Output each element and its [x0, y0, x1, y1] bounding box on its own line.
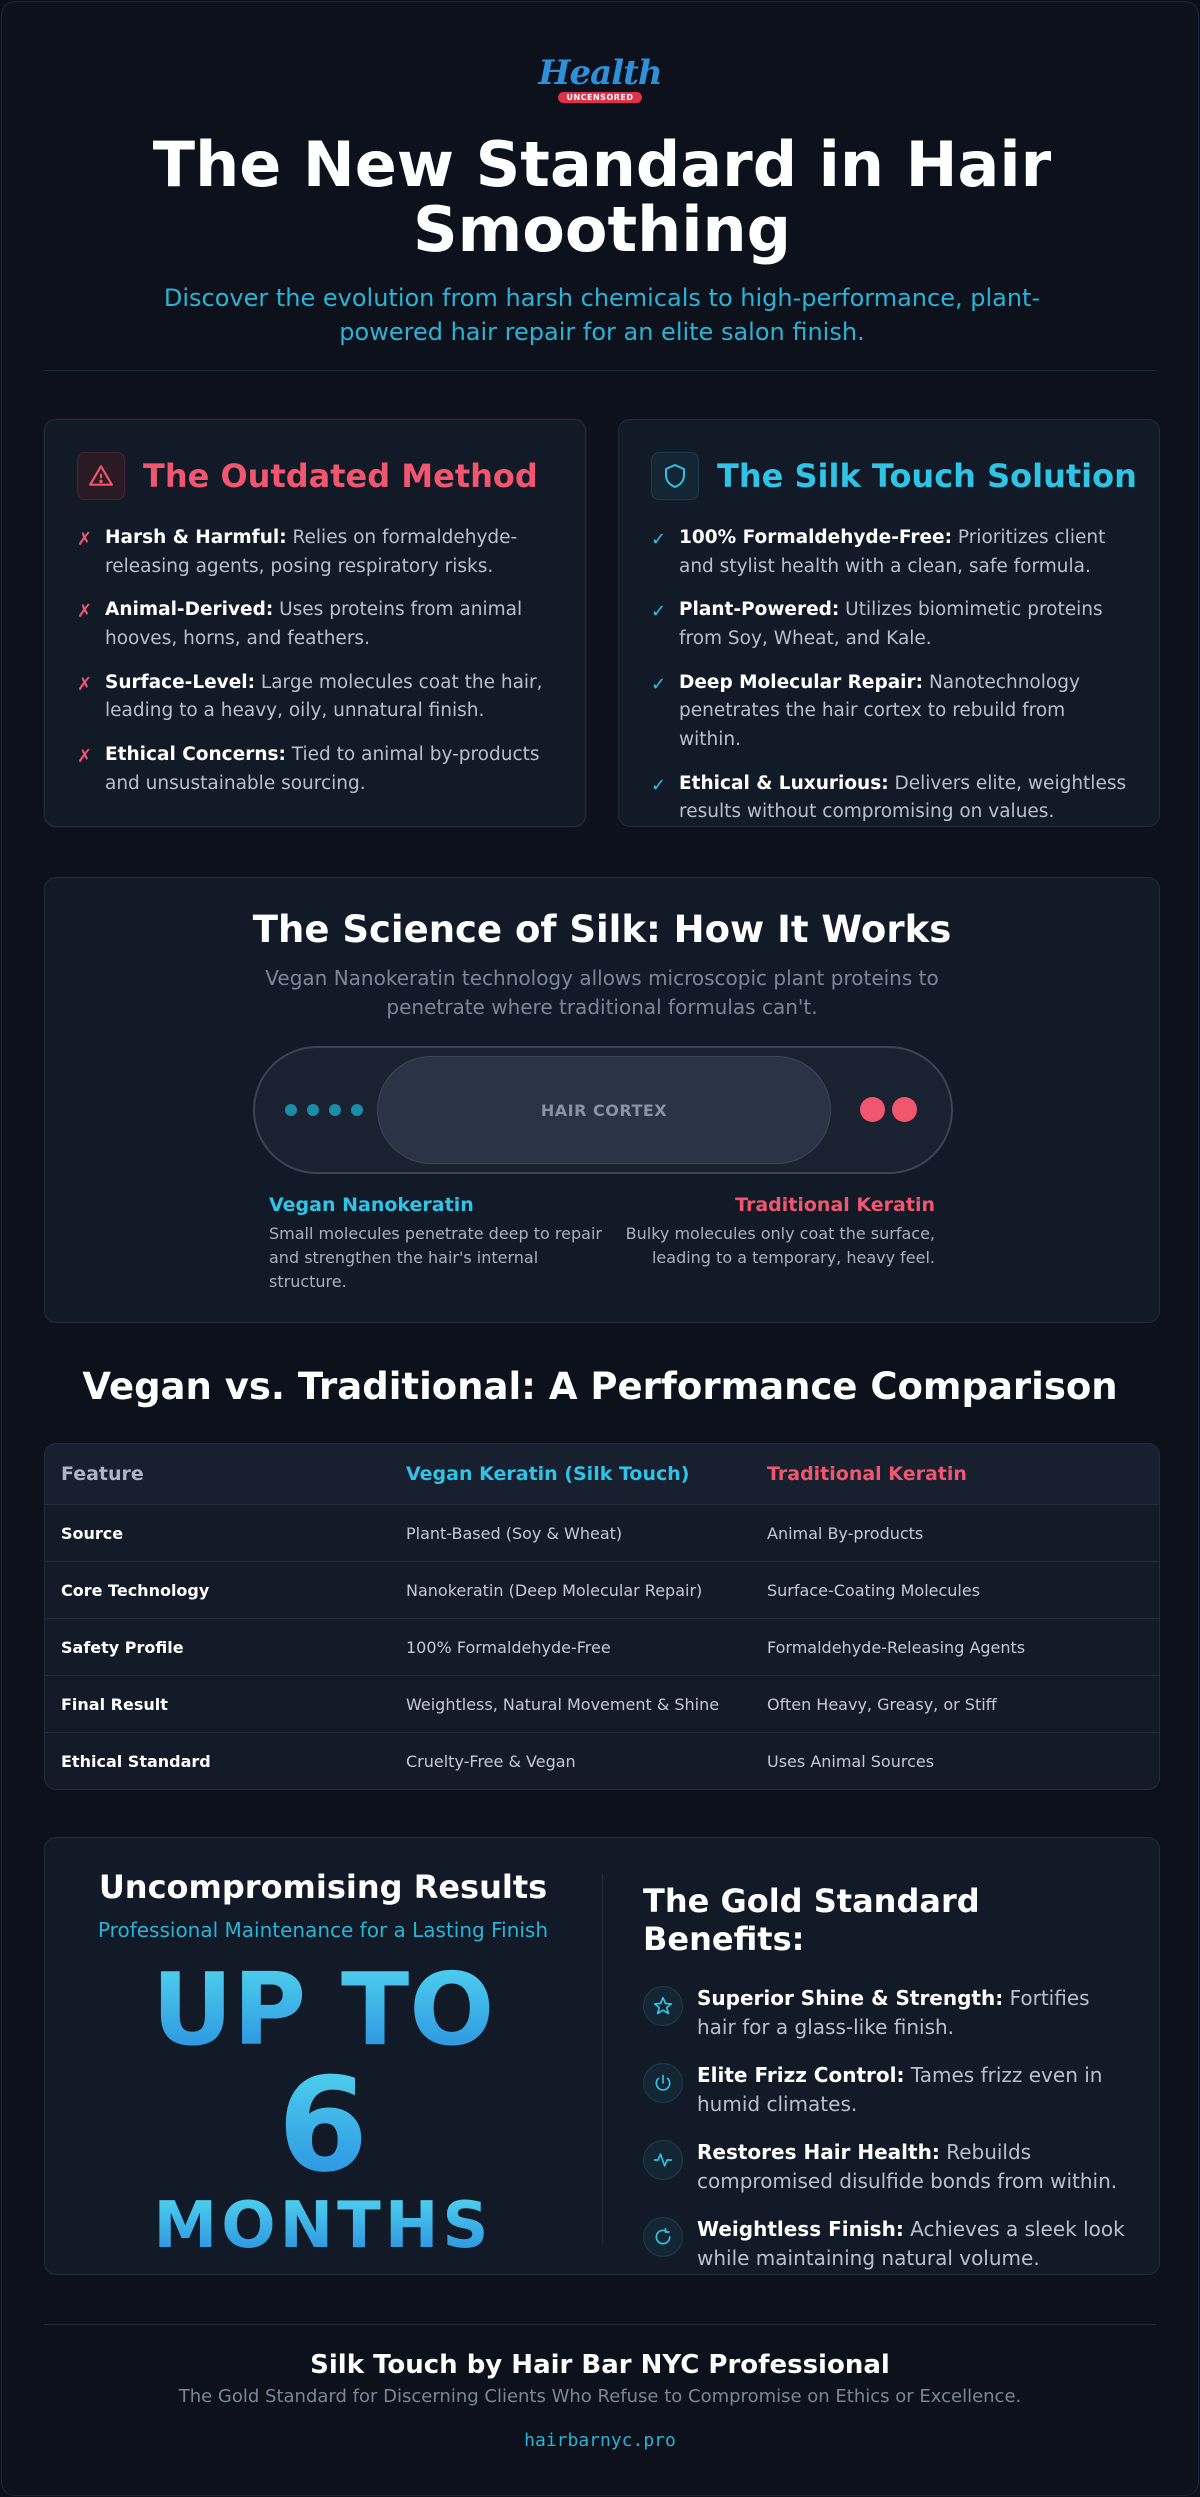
table-cell: 100% Formaldehyde-Free	[406, 1637, 611, 1657]
page-subtitle: Discover the evolution from harsh chemic…	[163, 284, 1041, 346]
website-link[interactable]: hairbarnyc.pro	[524, 2430, 676, 2451]
logo-word: Health	[538, 53, 662, 93]
comparison-title: Vegan vs. Traditional: A Performance Com…	[82, 1365, 1118, 1408]
cross-icon: ✗	[77, 601, 93, 623]
check-icon: ✓	[651, 529, 667, 550]
table-cell: Core Technology	[61, 1580, 210, 1600]
table-row: Safety Profile 100% Formaldehyde-Free Fo…	[45, 1618, 1159, 1675]
check-icon: ✓	[651, 601, 667, 623]
list-item: ✓ 100% Formaldehyde-Free: Prioritizes cli…	[651, 524, 1131, 581]
table-cell: Ethical Standard	[61, 1751, 211, 1771]
traditional-legend-text: Bulky molecules only coat the surface, l…	[625, 1224, 935, 1267]
table-cell: Surface-Coating Molecules	[767, 1580, 981, 1600]
hair-cortex: HAIR CORTEX	[377, 1056, 831, 1164]
list-item: ✗ Surface-Level: Large molecules coat the…	[77, 669, 557, 726]
hair-strand-diagram: HAIR CORTEX	[253, 1046, 953, 1174]
cross-icon: ✗	[77, 673, 93, 695]
warning-icon	[77, 452, 125, 500]
nano-molecule	[329, 1104, 341, 1116]
vegan-legend-title: Vegan Nanokeratin	[269, 1194, 474, 1216]
nano-molecule	[285, 1104, 297, 1116]
table-cell: Animal By-products	[767, 1523, 924, 1543]
benefits-title: The Gold Standard Benefits:	[643, 1882, 980, 1958]
traditional-legend-title: Traditional Keratin	[735, 1194, 935, 1216]
silk-touch-solution-title: The Silk Touch Solution	[717, 457, 1137, 495]
benefit-item: Elite Frizz Control: Tames frizz even in…	[643, 2061, 1131, 2119]
benefit-item: Restores Hair Health: Rebuilds compromis…	[643, 2138, 1131, 2196]
table-row: Source Plant-Based (Soy & Wheat) Animal …	[45, 1504, 1159, 1561]
science-section: The Science of Silk: How It Works Vegan …	[44, 877, 1160, 1323]
table-cell: Plant-Based (Soy & Wheat)	[406, 1523, 623, 1543]
results-subtitle: Professional Maintenance for a Lasting F…	[97, 1918, 549, 1942]
results-section: Uncompromising Results Professional Main…	[44, 1837, 1160, 2275]
logo-tag: UNCENSORED	[558, 92, 642, 103]
cross-icon: ✗	[77, 746, 93, 768]
bulky-molecule	[860, 1097, 885, 1122]
benefit-item: Weightless Finish: Achieves a sleek look…	[643, 2215, 1131, 2273]
divider	[44, 370, 1156, 371]
list-item: ✗ Harsh & Harmful: Relies on formaldehyde…	[77, 524, 557, 581]
list-item: ✓ Ethical & Luxurious: Delivers elite, we…	[651, 770, 1131, 827]
outdated-method-card: The Outdated Method ✗ Harsh & Harmful: Re…	[44, 419, 586, 827]
results-number: 6	[45, 2060, 601, 2190]
table-header-cell: Feature	[61, 1463, 144, 1485]
page-title: The New Standard in Hair Smoothing	[152, 128, 1052, 267]
outdated-method-list: ✗ Harsh & Harmful: Relies on formaldehyde…	[77, 524, 557, 813]
vegan-legend-text: Small molecules penetrate deep to repair…	[269, 1224, 602, 1291]
science-title: The Science of Silk: How It Works	[252, 908, 952, 951]
check-icon: ✓	[651, 774, 667, 796]
outdated-method-title: The Outdated Method	[143, 457, 538, 495]
vegan-legend: Vegan Nanokeratin Small molecules penetr…	[269, 1194, 609, 1294]
table-header-row: Feature Vegan Keratin (Silk Touch) Tradi…	[45, 1444, 1159, 1504]
benefit-item: Superior Shine & Strength: Fortifies hai…	[643, 1984, 1131, 2042]
table-cell: Often Heavy, Greasy, or Stiff	[767, 1694, 997, 1714]
logo: Health UNCENSORED	[2, 56, 1198, 103]
nano-molecule	[307, 1104, 319, 1116]
table-cell: Cruelty-Free & Vegan	[406, 1751, 576, 1771]
silk-touch-solution-card: The Silk Touch Solution ✓ 100% Formaldehy…	[618, 419, 1160, 827]
list-item: ✓ Deep Molecular Repair: Nanotechnology p…	[651, 669, 1131, 755]
traditional-legend: Traditional Keratin Bulky molecules only…	[595, 1194, 935, 1270]
list-item: ✓ Plant-Powered: Utilizes biomimetic prot…	[651, 596, 1131, 653]
cross-icon: ✗	[77, 529, 93, 550]
comparison-table: Feature Vegan Keratin (Silk Touch) Tradi…	[44, 1443, 1160, 1790]
results-months: MONTHS	[45, 2194, 601, 2258]
bulky-molecule	[892, 1097, 917, 1122]
refresh-icon	[643, 2217, 683, 2257]
table-cell: Formaldehyde-Releasing Agents	[767, 1637, 1026, 1657]
table-cell: Uses Animal Sources	[767, 1751, 935, 1771]
table-row: Core Technology Nanokeratin (Deep Molecu…	[45, 1561, 1159, 1618]
table-row: Ethical Standard Cruelty-Free & Vegan Us…	[45, 1732, 1159, 1789]
table-header-cell: Vegan Keratin (Silk Touch)	[406, 1463, 690, 1485]
table-cell: Safety Profile	[61, 1637, 184, 1657]
table-header-cell: Traditional Keratin	[767, 1463, 967, 1485]
check-icon: ✓	[651, 673, 667, 695]
results-up-to: UP TO	[45, 1960, 601, 2060]
results-title: Uncompromising Results	[98, 1868, 548, 1906]
table-row: Final Result Weightless, Natural Movemen…	[45, 1675, 1159, 1732]
table-cell: Final Result	[61, 1694, 168, 1714]
star-icon	[643, 1986, 683, 2026]
list-item: ✗ Ethical Concerns: Tied to animal by-pro…	[77, 741, 557, 798]
benefits-panel: The Gold Standard Benefits: Superior Shi…	[643, 1882, 1131, 2292]
table-cell: Nanokeratin (Deep Molecular Repair)	[406, 1580, 703, 1600]
divider	[44, 2324, 1156, 2325]
table-cell: Source	[61, 1523, 124, 1543]
footer-title: Silk Touch by Hair Bar NYC Professional	[310, 2350, 890, 2380]
pulse-icon	[643, 2140, 683, 2180]
footer-subtitle: The Gold Standard for Discerning Clients…	[178, 2386, 1022, 2407]
results-panel: Uncompromising Results Professional Main…	[45, 1838, 601, 2274]
science-subtitle: Vegan Nanokeratin technology allows micr…	[265, 966, 939, 1019]
shield-icon	[651, 452, 699, 500]
power-icon	[643, 2063, 683, 2103]
divider	[602, 1874, 603, 2244]
list-item: ✗ Animal-Derived: Uses proteins from anim…	[77, 596, 557, 653]
nano-molecule	[351, 1104, 363, 1116]
silk-touch-solution-list: ✓ 100% Formaldehyde-Free: Prioritizes cli…	[651, 524, 1131, 842]
table-cell: Weightless, Natural Movement & Shine	[406, 1694, 720, 1714]
